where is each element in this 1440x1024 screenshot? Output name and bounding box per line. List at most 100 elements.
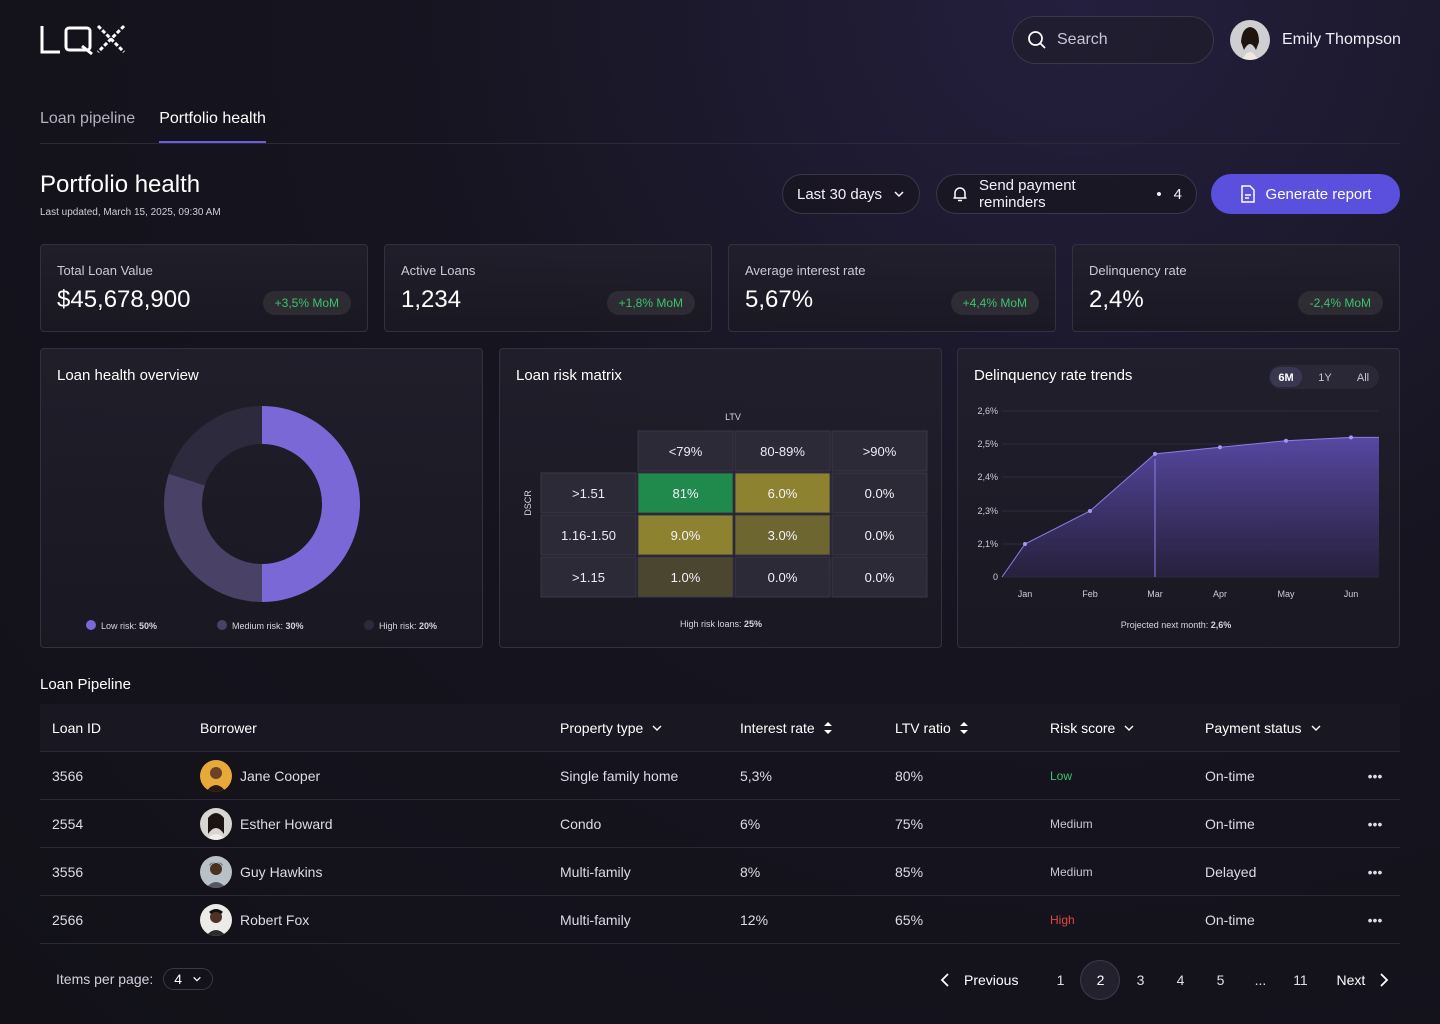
send-reminders-button[interactable]: Send payment reminders • 4 [936, 174, 1197, 214]
trend-point [1218, 445, 1222, 450]
table-row[interactable]: 2554 Esther Howard Condo 6% 75% Medium O… [40, 800, 1400, 848]
page-3[interactable]: 3 [1136, 972, 1145, 988]
next-button[interactable]: Next [1326, 972, 1399, 988]
matrix-cell-value: 9.0% [671, 528, 701, 543]
page-title: Portfolio health [40, 171, 201, 198]
tab-bar: Loan pipeline Portfolio health [40, 110, 1400, 144]
table-row[interactable]: 2566 Robert Fox Multi-family 12% 65% Hig… [40, 896, 1400, 944]
items-per-page-select[interactable]: 4 [163, 968, 214, 990]
trend-point [1088, 509, 1092, 513]
trend-area [1002, 437, 1379, 577]
loan-id: 3566 [52, 767, 84, 784]
more-icon[interactable]: ••• [1367, 863, 1383, 880]
x-tick-label: Apr [1213, 589, 1227, 599]
col-borrower[interactable]: Borrower [200, 719, 257, 736]
search-box[interactable] [1012, 16, 1214, 64]
items-per-page-value: 4 [174, 971, 183, 987]
col-ltv-ratio[interactable]: LTV ratio [895, 720, 1050, 736]
x-tick-label: Feb [1082, 589, 1098, 599]
kpi-value: 1,234 [401, 286, 462, 313]
matrix-cell [734, 514, 831, 556]
borrower-cell: Guy Hawkins [200, 855, 560, 888]
chevron-right-icon [1380, 973, 1389, 987]
pagination: Previous 1 2 3 4 5 ... 11 Next [930, 960, 1399, 1000]
kpi-label: Average interest rate [745, 263, 866, 278]
kpi-delinquency-rate: Delinquency rate 2,4% -2,4% MoM [1072, 244, 1400, 332]
kpi-delta-badge: +1,8% MoM [606, 291, 695, 315]
interest-rate: 8% [740, 863, 761, 880]
trend-point [1023, 542, 1027, 546]
date-range-label: Last 30 days [797, 185, 883, 203]
x-tick-label: Jan [1018, 589, 1033, 599]
borrower-name: Jane Cooper [240, 767, 321, 784]
table-row[interactable]: 3566 Jane Cooper Single family home 5,3%… [40, 752, 1400, 800]
property-type: Multi-family [560, 911, 631, 928]
trend-chart: 6M 1Y All 0 2,1% 2,3% 2,4% 2,5% 2,6% Jan Feb Mar Ap… [977, 365, 1379, 630]
kpi-value: $45,678,900 [57, 286, 191, 313]
previous-button[interactable]: Previous [930, 972, 1028, 988]
col-interest-rate[interactable]: Interest rate [740, 720, 895, 736]
bell-icon [953, 187, 967, 202]
matrix-cell-value: 0.0% [865, 486, 895, 501]
kpi-delta-badge: +3,5% MoM [262, 291, 351, 315]
borrower-cell: Esther Howard [200, 807, 560, 840]
next-label: Next [1336, 972, 1366, 988]
range-option-6m[interactable]: 6M [1278, 372, 1293, 384]
more-icon[interactable]: ••• [1367, 815, 1383, 832]
risk-matrix: LTV DSCR <79% 80-89% >90% >1.51 81% 6.0% 0.0% 1… [523, 412, 928, 629]
col-label: Payment status [1205, 719, 1302, 736]
matrix-cell-value: 0.0% [768, 570, 798, 585]
page-11[interactable]: 11 [1293, 972, 1308, 988]
risk-score: Low [1050, 768, 1073, 783]
y-tick-label: 2,1% [977, 539, 998, 549]
more-icon[interactable]: ••• [1367, 911, 1383, 928]
date-range-select[interactable]: Last 30 days [782, 174, 920, 214]
col-payment-status[interactable]: Payment status [1205, 720, 1350, 736]
generate-report-button[interactable]: Generate report [1211, 174, 1400, 214]
search-input[interactable] [1057, 31, 1197, 49]
user-avatar [1230, 20, 1270, 60]
borrower-avatar [200, 759, 232, 792]
trend-line [1001, 436, 1379, 578]
previous-label: Previous [964, 972, 1019, 988]
document-icon [1240, 185, 1255, 203]
kpi-label: Delinquency rate [1089, 263, 1187, 278]
col-risk-score[interactable]: Risk score [1050, 720, 1205, 736]
table-row[interactable]: 3556 Guy Hawkins Multi-family 8% 85% Med… [40, 848, 1400, 896]
property-type: Condo [560, 815, 602, 832]
chevron-left-icon [940, 973, 949, 987]
page-1[interactable]: 1 [1056, 972, 1065, 988]
user-name: Emily Thompson [1282, 31, 1401, 48]
col-loan-id[interactable]: Loan ID [52, 719, 102, 736]
range-option-all[interactable]: All [1357, 372, 1369, 384]
page-5[interactable]: 5 [1216, 972, 1225, 988]
panel-title: Loan health overview [57, 367, 199, 384]
user-menu[interactable]: Emily Thompson [1230, 20, 1401, 60]
y-tick-label: 2,4% [977, 472, 998, 482]
tab-portfolio-health[interactable]: Portfolio health [159, 110, 266, 143]
matrix-cell [637, 556, 734, 598]
payment-status: On-time [1205, 911, 1255, 928]
col-property-type[interactable]: Property type [560, 720, 740, 736]
page-ellipsis: ... [1254, 972, 1267, 988]
col-label: Risk score [1050, 719, 1116, 736]
borrower-cell: Robert Fox [200, 903, 560, 936]
page-2[interactable]: 2 [1080, 960, 1121, 1000]
delinquency-trend-panel: Delinquency rate trends 6M 1Y All 0 2,1% 2,3… [957, 348, 1400, 648]
items-per-page-label: Items per page: [56, 971, 154, 987]
legend-high: High risk: 20% [379, 621, 437, 631]
borrower-name: Esther Howard [240, 815, 333, 832]
trend-point [1153, 451, 1157, 456]
high-risk-footer: High risk loans: 25% [680, 619, 762, 629]
property-type: Multi-family [560, 863, 631, 880]
section-title: Loan Pipeline [40, 676, 131, 693]
dscr-header-cell [540, 514, 637, 556]
matrix-cell-value: 3.0% [768, 528, 798, 543]
more-icon[interactable]: ••• [1367, 767, 1383, 784]
tab-loan-pipeline[interactable]: Loan pipeline [40, 110, 136, 127]
donut-slice-high [168, 406, 262, 486]
range-option-1y[interactable]: 1Y [1318, 372, 1332, 384]
borrower-avatar [200, 903, 232, 936]
x-tick-label: Jun [1344, 589, 1359, 599]
page-4[interactable]: 4 [1176, 972, 1185, 988]
